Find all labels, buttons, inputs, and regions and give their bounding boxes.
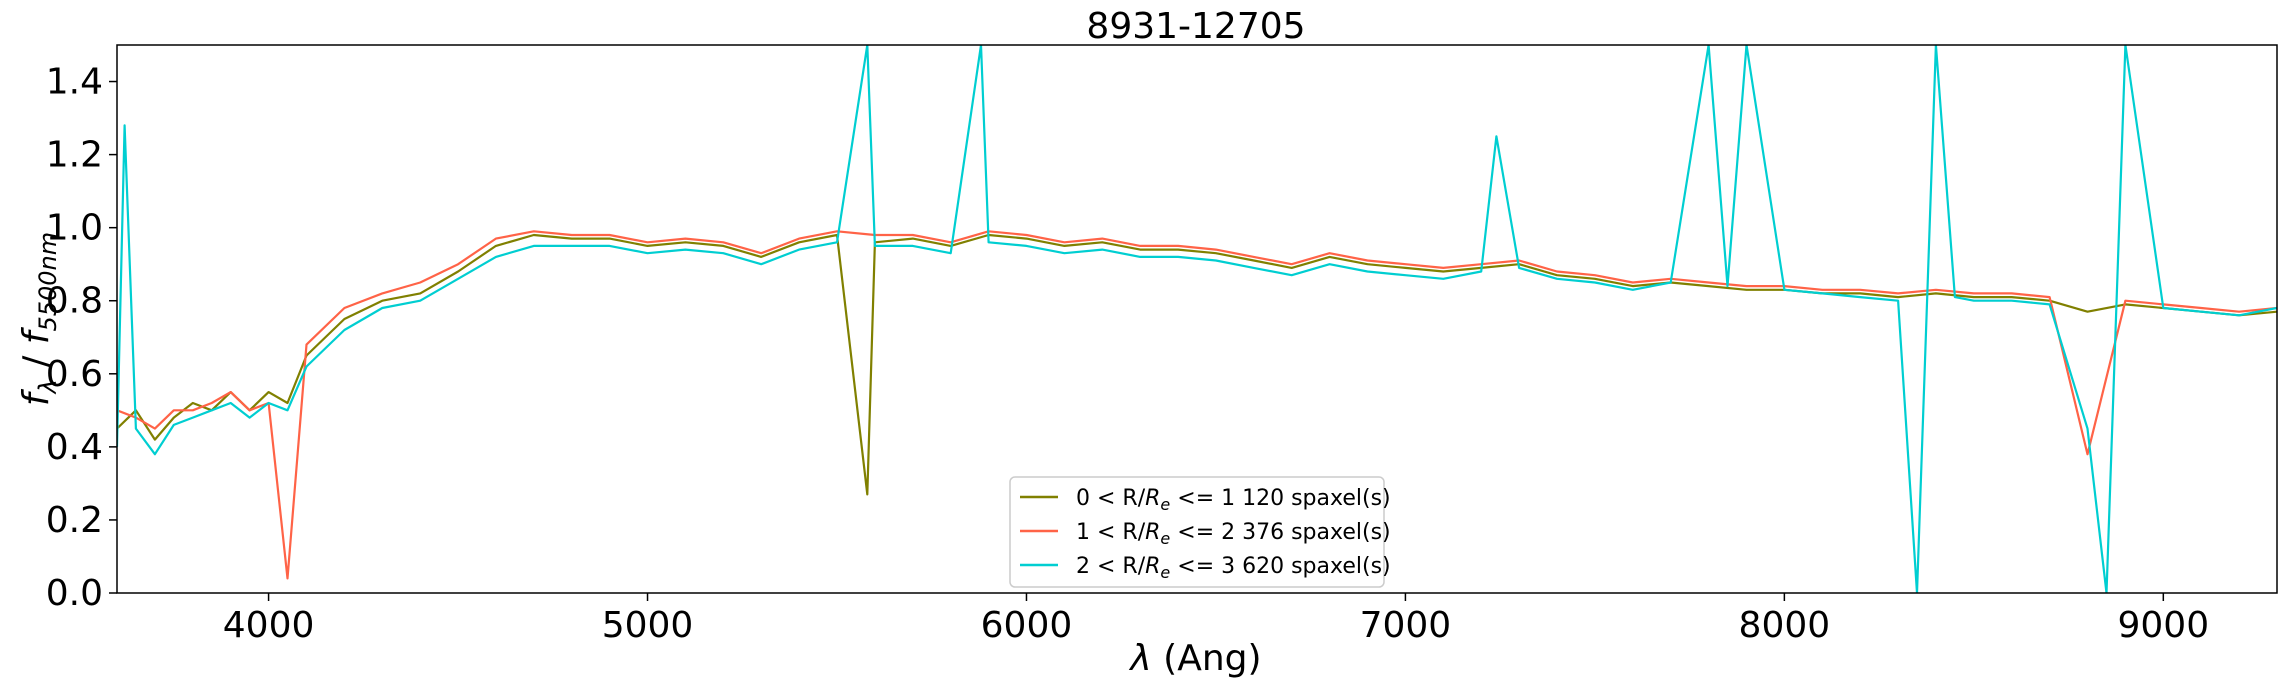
y-tick-label: 0.6: [46, 354, 103, 395]
y-tick-label: 0.8: [46, 281, 103, 322]
x-tick-label: 4000: [223, 605, 315, 646]
y-axis-label-sub2: 5500nm: [34, 232, 62, 332]
chart-title: 8931-12705: [1086, 6, 1305, 47]
legend-box: [1009, 476, 1385, 588]
y-axis-label-sep: /: [16, 344, 57, 379]
series-line-1: [117, 233, 2277, 496]
x-tick-label: 7000: [1360, 605, 1452, 646]
x-axis-label-text: (Ang): [1152, 638, 1262, 679]
x-tick-label: 6000: [981, 605, 1073, 646]
x-tick-label: 8000: [1739, 605, 1831, 646]
y-axis-label: fλ / f5500nm: [16, 232, 62, 406]
y-axis-label-sub1: λ: [34, 379, 62, 395]
y-tick-label: 0.4: [46, 427, 103, 468]
x-axis: 4000 5000 6000 7000 8000 9000: [223, 593, 2209, 646]
x-axis-label: λ (Ang): [1128, 638, 1261, 679]
y-tick-label: 1.4: [46, 62, 103, 103]
y-tick-label: 1.0: [46, 208, 103, 249]
y-tick-label: 0.2: [46, 500, 103, 541]
legend: 0 < R/Re <= 1 120 spaxel(s) 1 < R/Re <= 2…: [1009, 476, 1391, 588]
x-axis-label-symbol: λ: [1128, 638, 1151, 679]
legend-entry: 0 < R/Re <= 1 120 spaxel(s): [1076, 486, 1391, 514]
legend-entry: 1 < R/Re <= 2 376 spaxel(s): [1076, 520, 1391, 548]
series-layer: [117, 45, 2277, 593]
y-axis: 0.0 0.2 0.4 0.6 0.8 1.0 1.2 1.4: [46, 62, 117, 614]
plot-frame: [116, 44, 2278, 594]
x-tick-label: 5000: [602, 605, 694, 646]
y-tick-label: 1.2: [46, 135, 103, 176]
y-tick-label: 0.0: [46, 573, 103, 614]
series-line-2: [117, 230, 2277, 580]
legend-entry: 2 < R/Re <= 3 620 spaxel(s): [1076, 554, 1391, 582]
x-tick-label: 9000: [2118, 605, 2210, 646]
series-line-3: [117, 45, 2277, 593]
